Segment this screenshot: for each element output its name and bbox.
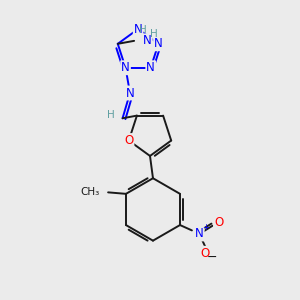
Text: O: O: [124, 134, 134, 147]
Text: N: N: [154, 37, 163, 50]
Text: H: H: [139, 25, 146, 34]
Text: N: N: [146, 61, 155, 74]
Text: N: N: [126, 86, 134, 100]
Text: −: −: [207, 251, 217, 264]
Text: O: O: [214, 216, 223, 229]
Text: O: O: [201, 247, 210, 260]
Text: H: H: [107, 110, 115, 120]
Text: N: N: [143, 34, 152, 47]
Text: +: +: [202, 223, 209, 232]
Text: N: N: [134, 22, 142, 35]
Text: N: N: [195, 227, 204, 241]
Text: CH₃: CH₃: [80, 188, 99, 197]
Text: N: N: [121, 61, 130, 74]
Text: H: H: [150, 29, 157, 39]
